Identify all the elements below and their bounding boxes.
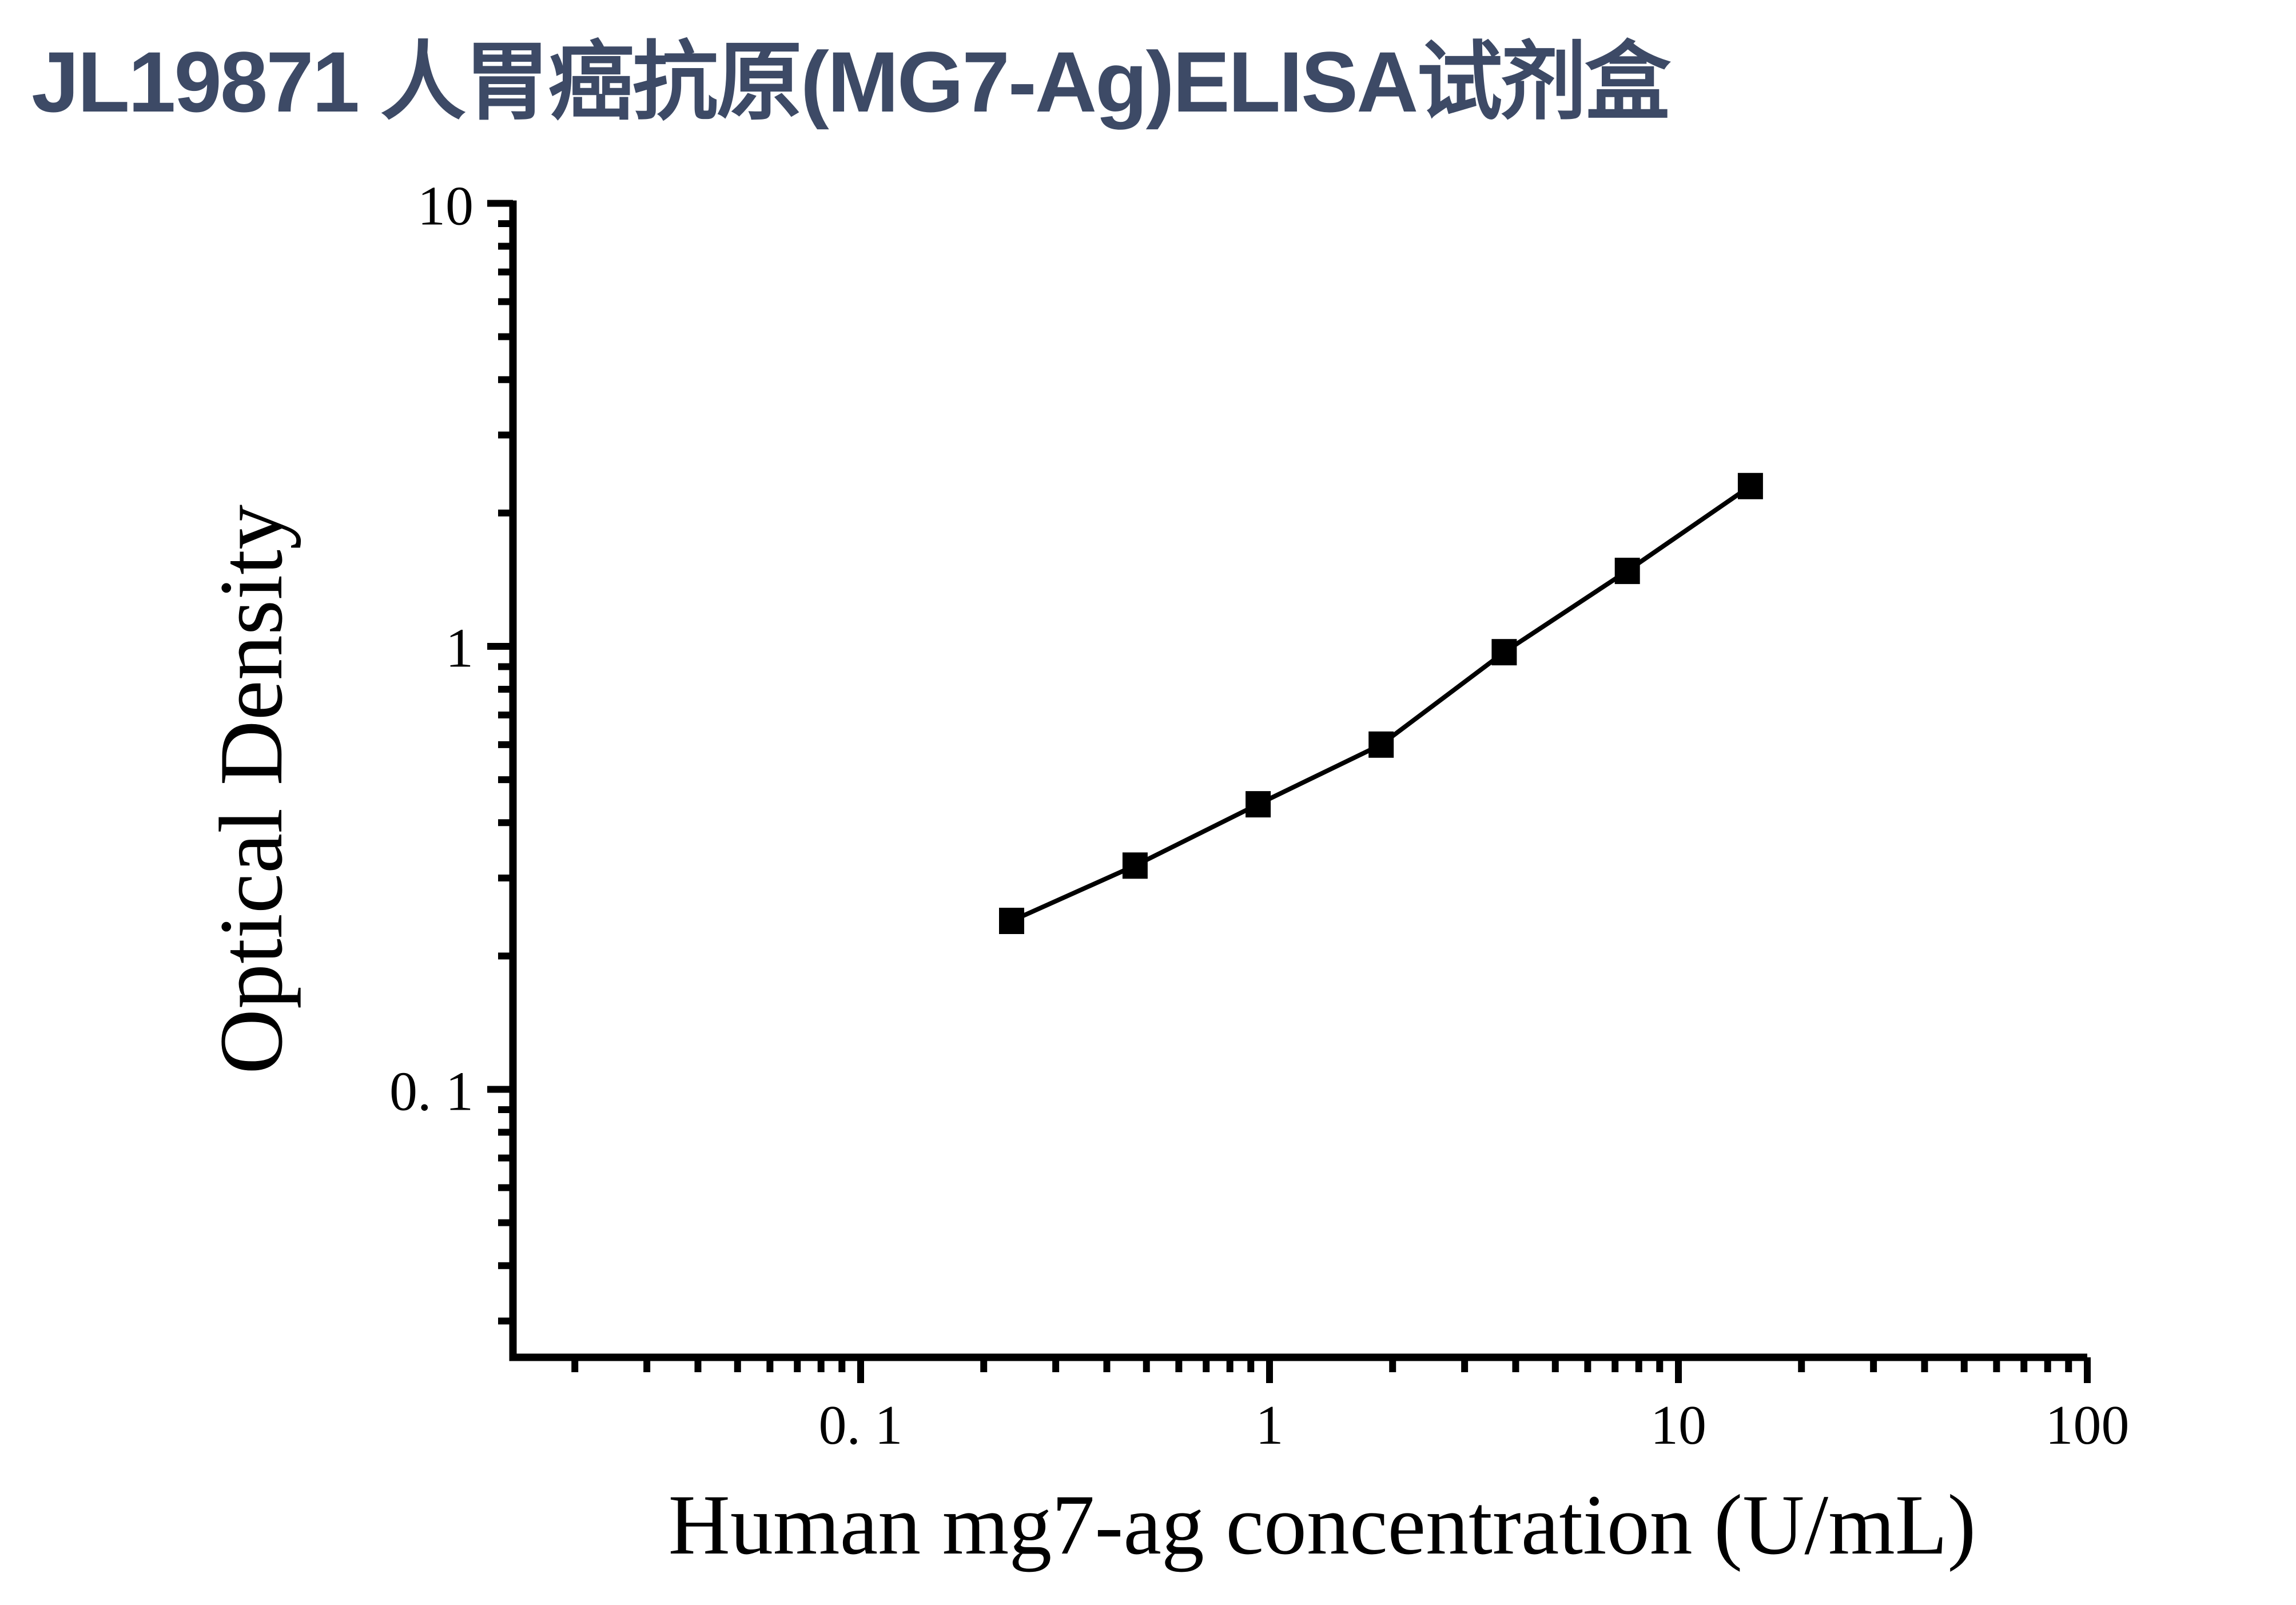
data-point-marker: [1491, 639, 1517, 666]
y-axis-title: Optical Density: [201, 504, 301, 1074]
data-point-marker: [1368, 731, 1394, 758]
data-point-marker: [999, 908, 1024, 934]
y-tick-label-10: 10: [417, 175, 473, 237]
y-tick-label-0-1: 0. 1: [389, 1060, 473, 1122]
x-tick-label-100: 100: [2046, 1395, 2130, 1456]
x-tick-label-10: 10: [1650, 1395, 1706, 1456]
page-title: JL19871 人胃癌抗原(MG7-Ag)ELISA试剂盒: [31, 34, 1670, 130]
x-tick-label-1: 1: [1256, 1395, 1284, 1456]
data-point-marker: [1614, 558, 1640, 585]
axis-ticks: [487, 200, 2091, 1383]
x-tick-label-0-1: 0. 1: [819, 1395, 903, 1456]
standard-curve-line: [1010, 484, 1752, 923]
axis-frame: [509, 200, 2087, 1361]
x-axis-title: Human mg7-ag concentration (U/mL): [668, 1477, 1976, 1572]
data-point-marker: [1122, 852, 1148, 879]
data-point-marker: [1737, 472, 1763, 499]
data-point-marker: [1246, 791, 1271, 818]
y-tick-label-1: 1: [445, 617, 473, 679]
data-series: [999, 472, 1763, 934]
